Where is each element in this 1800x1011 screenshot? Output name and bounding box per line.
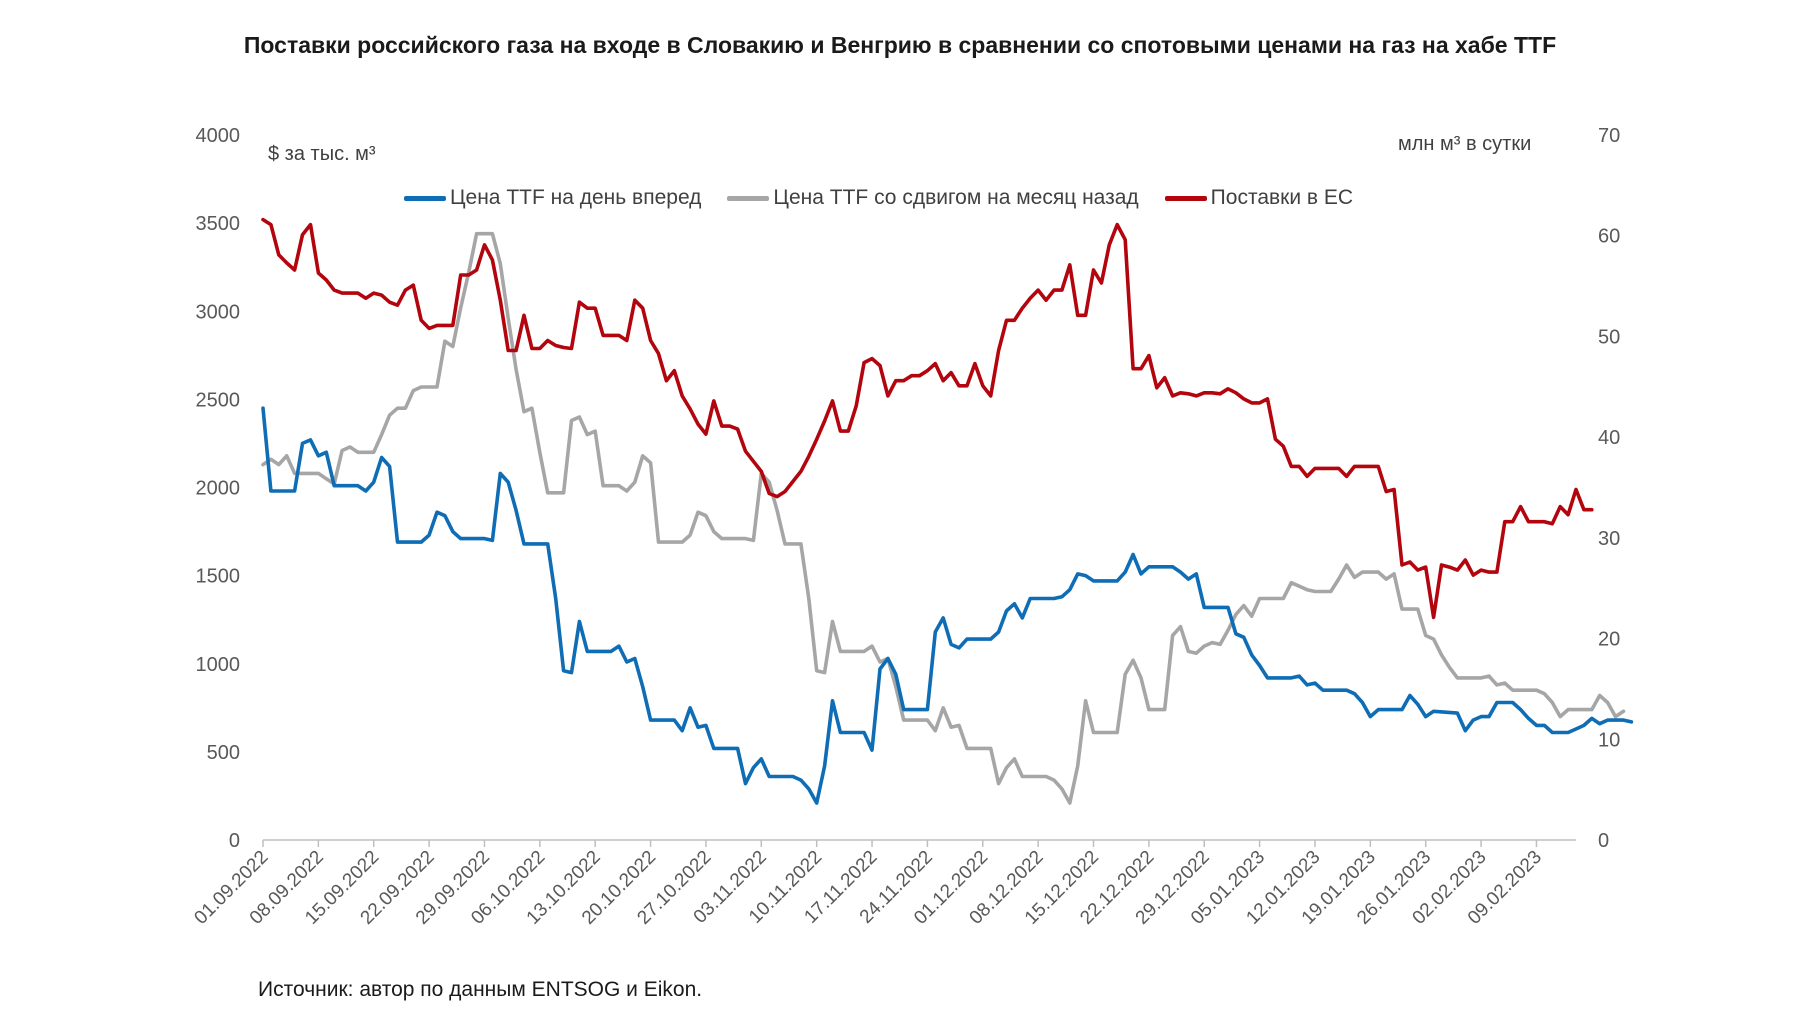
y-right-tick-label: 60 (1598, 226, 1620, 248)
y-left-tick-label: 1000 (196, 654, 241, 676)
y-left-tick-label: 1500 (196, 566, 241, 588)
y-left-tick-label: 500 (207, 742, 240, 764)
y-left-tick-label: 3500 (196, 213, 241, 235)
y-left-tick-label: 3000 (196, 301, 241, 323)
legend-item-eu-supplies: Поставки в ЕС (1164, 186, 1354, 210)
y-right-tick-label: 70 (1598, 125, 1620, 147)
legend-label-ttf-day-ahead: Цена TTF на день вперед (450, 186, 702, 209)
legend-swatch-eu-supplies (1164, 195, 1207, 201)
series-ttf-shifted-line (261, 231, 1626, 805)
y-right-tick-label: 50 (1598, 326, 1620, 348)
legend-swatch-ttf-day-ahead (404, 195, 446, 201)
y-right-tick-label: 30 (1598, 528, 1620, 550)
legend-item-ttf-shifted: Цена TTF со сдвигом на месяц назад (727, 186, 1139, 210)
left-axis-unit-label: $ за тыс. м³ (268, 143, 376, 165)
y-left-tick-label: 4000 (196, 125, 241, 147)
y-right-tick-label: 10 (1598, 729, 1620, 751)
right-axis-unit-label: млн м³ в сутки (1398, 133, 1532, 155)
y-right-tick-label: 20 (1598, 629, 1620, 651)
y-right-tick-label: 0 (1598, 830, 1609, 852)
y-right-tick-label: 40 (1598, 427, 1620, 449)
y-left-tick-label: 2000 (196, 478, 241, 500)
legend-swatch-ttf-shifted (727, 195, 770, 201)
source-note: Источник: автор по данным ENTSOG и Eikon… (258, 978, 703, 1001)
legend-label-eu-supplies: Поставки в ЕС (1210, 186, 1354, 209)
legend-label-ttf-shifted: Цена TTF со сдвигом на месяц назад (773, 186, 1139, 209)
chart-title: Поставки российского газа на входе в Сло… (243, 32, 1557, 58)
y-left-tick-label: 0 (229, 830, 240, 852)
y-left-tick-label: 2500 (196, 389, 241, 411)
series-eu-supplies-line (261, 217, 1594, 620)
series-ttf-day-ahead-line (261, 406, 1634, 805)
legend-item-ttf-day-ahead: Цена TTF на день вперед (404, 186, 701, 210)
chart-legend: Цена TTF на день вперед Цена TTF со сдви… (404, 184, 1379, 212)
